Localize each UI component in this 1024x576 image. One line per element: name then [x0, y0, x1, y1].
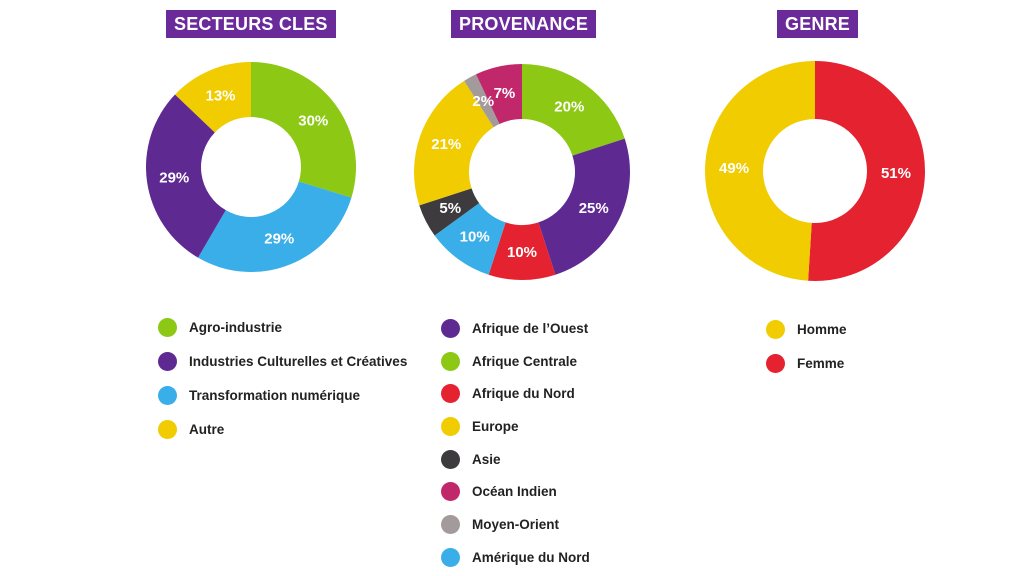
legend-item-afrique-du-nord: Afrique du Nord — [441, 377, 590, 410]
slice-autre — [175, 62, 251, 133]
slice-label-industries-culturelles-et-creatives: 29% — [159, 169, 189, 186]
legend-item-industries-culturelles-et-creatives: Industries Culturelles et Créatives — [158, 344, 407, 378]
legend-swatch-asie — [441, 449, 460, 469]
slice-femme — [808, 61, 926, 281]
legend-item-ocean-indien: Océan Indien — [441, 475, 590, 508]
slice-industries-culturelles-et-creatives — [145, 94, 226, 258]
legend-label-amerique-du-nord: Amérique du Nord — [472, 549, 590, 565]
chart-title-secteurs: SECTEURS CLES — [166, 10, 336, 38]
legend-item-afrique-centrale: Afrique Centrale — [441, 345, 590, 378]
chart-title-provenance: PROVENANCE — [451, 10, 597, 38]
legend-item-asie: Asie — [441, 443, 590, 476]
legend-label-femme: Femme — [797, 355, 845, 371]
legend-swatch-femme — [766, 353, 785, 373]
chart-title-genre: GENRE — [777, 10, 859, 38]
legend-label-afrique-de-l-ouest: Afrique de l’Ouest — [472, 320, 589, 336]
legend-item-femme: Femme — [766, 346, 847, 380]
legend-swatch-afrique-du-nord — [441, 384, 460, 404]
slice-label-afrique-centrale: 20% — [554, 98, 584, 115]
legend-swatch-afrique-centrale — [441, 351, 460, 371]
legend-item-transformation-numerique: Transformation numérique — [158, 378, 407, 412]
legend-swatch-industries-culturelles-et-creatives — [158, 351, 177, 371]
legend-label-asie: Asie — [472, 451, 501, 467]
legend-swatch-agro-industrie — [158, 317, 177, 337]
slice-label-moyen-orient: 2% — [472, 93, 494, 110]
legend-item-europe: Europe — [441, 410, 590, 443]
legend-label-europe: Europe — [472, 418, 519, 434]
legend-label-moyen-orient: Moyen-Orient — [472, 516, 560, 532]
slice-label-europe: 21% — [431, 136, 461, 153]
slice-label-femme: 51% — [881, 165, 911, 182]
slice-ocean-indien — [476, 64, 522, 125]
legend-swatch-europe — [441, 416, 460, 436]
slice-europe — [414, 80, 494, 206]
slice-afrique-de-l-ouest — [538, 138, 630, 275]
legend-swatch-ocean-indien — [441, 482, 460, 502]
slice-label-asie: 5% — [439, 200, 461, 217]
legend-swatch-afrique-de-l-ouest — [441, 318, 460, 338]
slice-transformation-numerique — [198, 181, 352, 272]
slice-asie — [419, 188, 480, 236]
slice-label-ocean-indien: 7% — [494, 85, 516, 102]
slice-homme — [705, 61, 815, 281]
legend-item-amerique-du-nord: Amérique du Nord — [441, 541, 590, 574]
slice-moyen-orient — [464, 74, 500, 128]
legend-item-afrique-de-l-ouest: Afrique de l’Ouest — [441, 312, 590, 345]
legend-item-homme: Homme — [766, 312, 847, 346]
legend-genre: Homme Femme — [766, 312, 847, 380]
legend-item-moyen-orient: Moyen-Orient — [441, 508, 590, 541]
slice-agro-industrie — [251, 62, 356, 198]
legend-label-autre: Autre — [189, 421, 225, 437]
slice-label-homme: 49% — [719, 160, 749, 177]
legend-label-agro-industrie: Agro-industrie — [189, 319, 282, 335]
legend-item-agro-industrie: Agro-industrie — [158, 310, 407, 344]
legend-label-homme: Homme — [797, 321, 847, 337]
legend-secteurs: Agro-industrie Industries Culturelles et … — [158, 310, 407, 446]
slice-label-afrique-du-nord: 10% — [507, 244, 537, 261]
slice-amerique-du-nord — [434, 203, 506, 275]
legend-swatch-moyen-orient — [441, 514, 460, 534]
legend-item-autre: Autre — [158, 412, 407, 446]
legend-label-ocean-indien: Océan Indien — [472, 484, 557, 500]
legend-swatch-autre — [158, 419, 177, 439]
legend-swatch-transformation-numerique — [158, 385, 177, 405]
legend-label-afrique-du-nord: Afrique du Nord — [472, 386, 575, 402]
legend-label-industries-culturelles-et-creatives: Industries Culturelles et Créatives — [189, 353, 408, 369]
slice-label-autre: 13% — [205, 87, 235, 104]
slice-afrique-centrale — [522, 64, 625, 156]
slice-afrique-du-nord — [488, 222, 556, 280]
slice-label-agro-industrie: 30% — [298, 112, 328, 129]
legend-swatch-homme — [766, 319, 785, 339]
slice-label-amerique-du-nord: 10% — [460, 229, 490, 246]
legend-label-transformation-numerique: Transformation numérique — [189, 387, 361, 403]
slice-label-transformation-numerique: 29% — [264, 231, 294, 248]
legend-label-afrique-centrale: Afrique Centrale — [472, 353, 578, 369]
slice-label-afrique-de-l-ouest: 25% — [579, 200, 609, 217]
legend-swatch-amerique-du-nord — [441, 547, 460, 567]
legend-provenance: Afrique de l’Ouest Afrique Centrale Afriqu… — [441, 312, 590, 574]
